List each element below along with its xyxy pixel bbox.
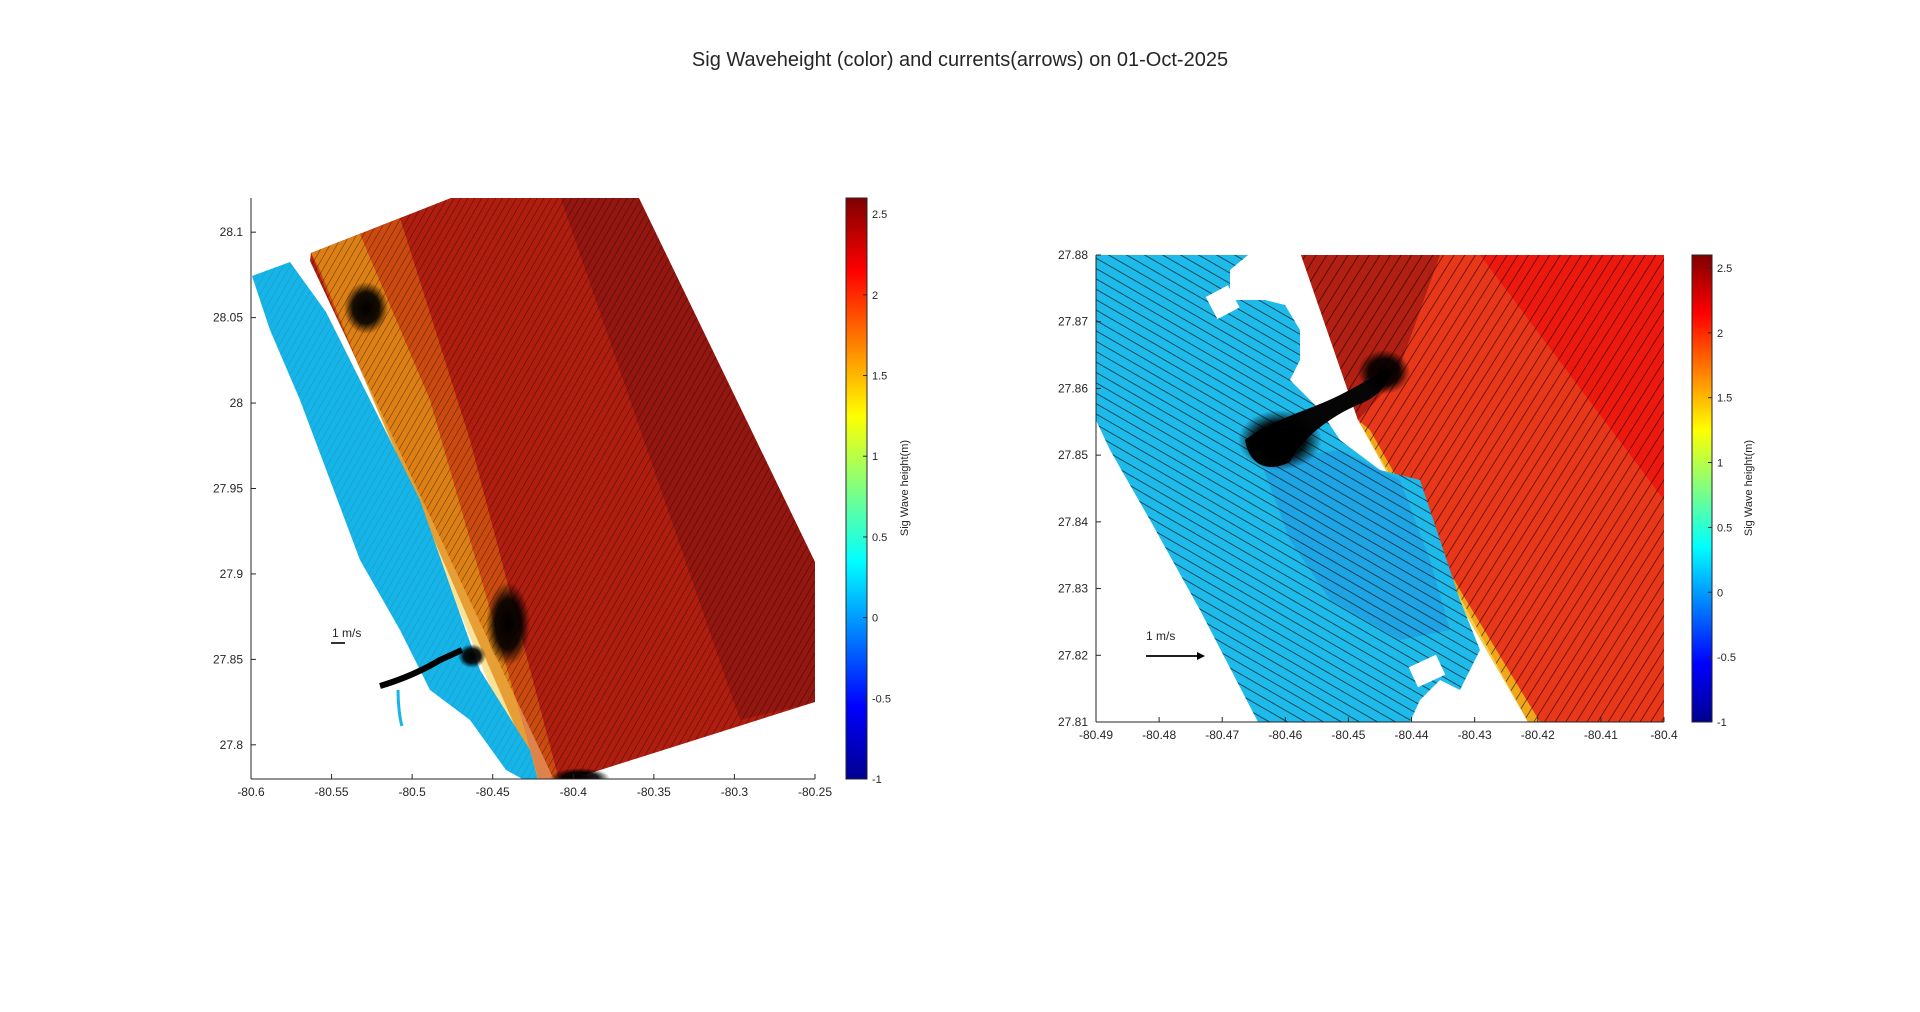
x-tick-label: -80.6: [237, 785, 265, 799]
regional-colorbar-label: Sig Wave height(m): [899, 440, 911, 536]
zoom-colorbar-ticks: -1 -0.5 0 0.5 1 1.5 2 2.5: [1708, 263, 1736, 729]
x-tick-label: -80.48: [1142, 728, 1176, 742]
colorbar-tick-label: 0: [1717, 587, 1723, 599]
x-tick-label: -80.49: [1079, 728, 1113, 742]
zoom-x-ticks: -80.49 -80.48 -80.47 -80.46 -80.45 -80.44 -80.…: [1079, 717, 1678, 742]
colorbar-tick-label: 1: [1717, 458, 1723, 470]
zoom-reference-label: 1 m/s: [1146, 629, 1175, 643]
y-tick-label: 27.85: [213, 652, 243, 666]
y-tick-label: 27.86: [1058, 381, 1088, 395]
zoom-colorbar: [1691, 254, 1713, 723]
x-tick-label: -80.4: [560, 785, 588, 799]
colorbar-tick-label: -0.5: [1717, 652, 1736, 664]
colorbar-tick-label: 0: [872, 613, 878, 625]
zoom-map-field: [1096, 255, 1664, 722]
y-tick-label: 27.83: [1058, 582, 1088, 596]
y-tick-label: 27.81: [1058, 715, 1088, 729]
zoom-reference-arrowhead: [1197, 652, 1205, 660]
colorbar-tick-label: 1: [872, 451, 878, 463]
colorbar-tick-label: 2: [872, 290, 878, 302]
colorbar-tick-label: 0.5: [1717, 522, 1732, 534]
regional-reference-label: 1 m/s: [332, 626, 361, 640]
colorbar-tick-label: 1.5: [1717, 393, 1732, 405]
y-tick-label: 28.05: [213, 311, 243, 325]
regional-colorbar-ticks: -1 -0.5 0 0.5 1 1.5 2 2.5: [863, 209, 891, 786]
x-tick-label: -80.55: [315, 785, 349, 799]
panel-regional: -80.6 -80.55 -80.5 -80.45 -80.4 -80.35 -80.3 -8…: [213, 197, 911, 799]
regional-colorbar: [845, 197, 868, 780]
x-tick-label: -80.45: [476, 785, 510, 799]
colorbar-tick-label: -1: [872, 774, 882, 786]
figure-title: Sig Waveheight (color) and currents(arro…: [692, 49, 1228, 71]
regional-map-field: [252, 198, 815, 779]
zoom-ebb-shoal-jet: [1358, 350, 1410, 394]
x-tick-label: -80.35: [637, 785, 671, 799]
x-tick-label: -80.4: [1650, 728, 1678, 742]
colorbar-tick-label: 0.5: [872, 532, 887, 544]
y-tick-label: 28: [230, 396, 244, 410]
zoom-lagoon-arrows: [1096, 255, 1480, 722]
regional-x-ticks: -80.6 -80.55 -80.5 -80.45 -80.4 -80.35 -80.3 -8…: [237, 774, 832, 799]
y-tick-label: 28.1: [220, 225, 244, 239]
colorbar-tick-label: 2: [1717, 328, 1723, 340]
colorbar-tick-label: 2.5: [872, 209, 887, 221]
y-tick-label: 27.88: [1058, 248, 1088, 262]
x-tick-label: -80.41: [1584, 728, 1618, 742]
colorbar-tick-label: -1: [1717, 717, 1727, 729]
x-tick-label: -80.43: [1458, 728, 1492, 742]
x-tick-label: -80.45: [1331, 728, 1365, 742]
x-tick-label: -80.42: [1521, 728, 1555, 742]
panel-inlet-zoom: -80.49 -80.48 -80.47 -80.46 -80.45 -80.44 -80.…: [1058, 248, 1755, 742]
x-tick-label: -80.44: [1395, 728, 1429, 742]
zoom-land-block-1: [1205, 285, 1240, 320]
colorbar-tick-label: -0.5: [872, 693, 891, 705]
regional-current-jet-south: [550, 768, 610, 779]
y-tick-label: 27.84: [1058, 515, 1088, 529]
x-tick-label: -80.25: [798, 785, 832, 799]
regional-river-branch: [396, 689, 404, 727]
y-tick-label: 27.95: [213, 482, 243, 496]
colorbar-tick-label: 1.5: [872, 371, 887, 383]
regional-current-jet-inlet: [486, 582, 530, 666]
regional-current-jet-north: [344, 282, 388, 334]
x-tick-label: -80.3: [721, 785, 749, 799]
zoom-inlet-plume: [1238, 410, 1322, 470]
y-tick-label: 27.9: [220, 567, 244, 581]
y-tick-label: 27.87: [1058, 315, 1088, 329]
x-tick-label: -80.46: [1268, 728, 1302, 742]
regional-current-jet-inlet-2: [458, 644, 486, 668]
colorbar-tick-label: 2.5: [1717, 263, 1732, 275]
zoom-y-ticks: 27.81 27.82 27.83 27.84 27.85 27.86 27.87 27.88: [1058, 248, 1101, 729]
x-tick-label: -80.5: [398, 785, 426, 799]
zoom-colorbar-label: Sig Wave height(m): [1743, 440, 1755, 536]
zoom-land-block-2: [1408, 654, 1446, 688]
x-tick-label: -80.47: [1205, 728, 1239, 742]
regional-y-ticks: 27.8 27.85 27.9 27.95 28 28.05 28.1: [213, 225, 256, 752]
regional-river-channel: [379, 647, 464, 689]
y-tick-label: 27.8: [220, 738, 244, 752]
y-tick-label: 27.85: [1058, 448, 1088, 462]
y-tick-label: 27.82: [1058, 648, 1088, 662]
regional-current-arrows: [310, 198, 815, 779]
